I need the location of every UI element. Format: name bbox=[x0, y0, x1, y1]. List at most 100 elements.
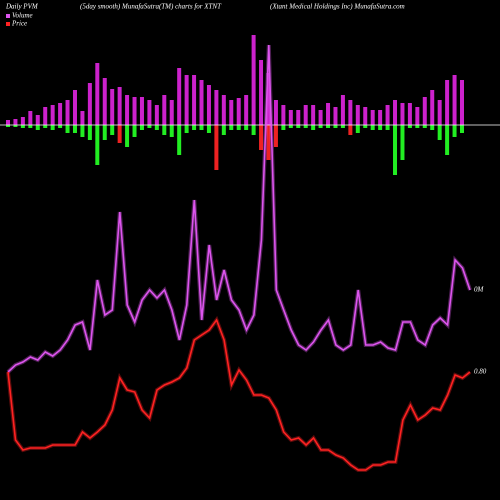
price-bar bbox=[154, 125, 159, 130]
price-bar bbox=[132, 125, 137, 137]
price-bar bbox=[273, 125, 278, 147]
price-bar bbox=[445, 125, 450, 155]
volume-bar bbox=[259, 60, 264, 125]
price-bar bbox=[20, 125, 25, 128]
price-bar bbox=[296, 125, 301, 128]
volume-bar bbox=[430, 90, 435, 125]
price-bar bbox=[102, 125, 107, 140]
price-bar bbox=[169, 125, 174, 137]
price-bar bbox=[80, 125, 85, 137]
volume-bar bbox=[385, 105, 390, 125]
volume-bar bbox=[244, 95, 249, 125]
volume-bar bbox=[6, 120, 10, 125]
price-bar bbox=[221, 125, 226, 135]
price-bar bbox=[236, 125, 241, 130]
price-bar bbox=[199, 125, 204, 130]
price-bar bbox=[437, 125, 442, 140]
price-bar bbox=[139, 125, 144, 130]
volume-bar bbox=[199, 80, 204, 125]
volume-bar bbox=[184, 75, 189, 125]
volume-bar bbox=[400, 103, 405, 125]
price-bar bbox=[6, 125, 10, 127]
volume-bar bbox=[318, 110, 323, 125]
price-bar bbox=[117, 125, 122, 143]
price-bar bbox=[58, 125, 63, 128]
volume-bar bbox=[296, 110, 301, 125]
price-bar bbox=[422, 125, 427, 128]
volume-bar bbox=[311, 105, 316, 125]
legend-swatch bbox=[6, 22, 10, 26]
price-bar bbox=[43, 125, 48, 128]
volume-bar bbox=[177, 68, 182, 125]
price-bar bbox=[35, 125, 40, 130]
volume-bar bbox=[20, 117, 25, 125]
price-bar bbox=[266, 125, 271, 160]
price-bar bbox=[13, 125, 18, 127]
line-glow bbox=[6, 44, 472, 374]
volume-bar bbox=[437, 100, 442, 125]
line bbox=[7, 318, 471, 471]
volume-bar bbox=[110, 89, 115, 125]
volume-bar bbox=[452, 75, 457, 125]
price-bar bbox=[95, 125, 100, 165]
volume-bar bbox=[95, 63, 100, 125]
volume-bar bbox=[147, 100, 152, 125]
price-bar bbox=[177, 125, 182, 155]
line bbox=[7, 44, 471, 373]
volume-bar bbox=[422, 97, 427, 125]
volume-bar bbox=[169, 100, 174, 125]
price-bar bbox=[87, 125, 92, 140]
volume-bar bbox=[460, 80, 464, 125]
volume-bar bbox=[102, 78, 107, 125]
price-bar bbox=[192, 125, 197, 130]
volume-bar bbox=[72, 90, 77, 125]
price-bar bbox=[110, 125, 115, 135]
price-bar bbox=[355, 125, 360, 133]
volume-bar bbox=[214, 90, 219, 125]
price-bar bbox=[214, 125, 219, 170]
price-bar bbox=[385, 125, 390, 130]
price-bar bbox=[407, 125, 412, 128]
volume-bar bbox=[251, 35, 256, 125]
price-bar bbox=[452, 125, 457, 137]
price-bar bbox=[184, 125, 189, 133]
price-bar bbox=[393, 125, 398, 175]
volume-bar bbox=[35, 115, 40, 125]
line-end-label: 0.80 bbox=[474, 368, 487, 376]
volume-bar bbox=[355, 105, 360, 125]
volume-bar bbox=[326, 103, 331, 125]
volume-bar bbox=[378, 110, 383, 125]
volume-bar bbox=[139, 97, 144, 125]
chart-subtitle: (5day smooth) MunafaSutra(TM) charts for… bbox=[80, 3, 222, 11]
price-bar bbox=[281, 125, 286, 130]
line-glow bbox=[6, 315, 472, 472]
volume-bar bbox=[80, 111, 85, 125]
volume-bar bbox=[154, 105, 159, 125]
price-bar bbox=[147, 125, 152, 128]
price-bar bbox=[326, 125, 331, 128]
price-bar bbox=[303, 125, 308, 128]
volume-bar bbox=[206, 85, 211, 125]
volume-bar bbox=[43, 107, 48, 125]
volume-bar bbox=[288, 110, 293, 125]
chart-title: Daily PVM bbox=[5, 3, 39, 11]
price-bar bbox=[162, 125, 167, 135]
line-end-label: 0M bbox=[474, 286, 485, 294]
volume-bar bbox=[58, 103, 63, 125]
volume-bar bbox=[125, 95, 130, 125]
volume-bar bbox=[229, 100, 234, 125]
price-bar bbox=[50, 125, 55, 130]
chart-source: (Xtant Medical Holdings Inc) MunafaSutra… bbox=[270, 3, 405, 11]
price-bar bbox=[400, 125, 405, 160]
price-bar bbox=[363, 125, 368, 128]
legend-label: Volume bbox=[12, 12, 33, 20]
price-bar bbox=[229, 125, 234, 130]
volume-bar bbox=[221, 95, 226, 125]
volume-bar bbox=[348, 100, 353, 125]
volume-bar bbox=[363, 107, 368, 125]
price-bar bbox=[125, 125, 130, 147]
price-bar bbox=[333, 125, 338, 128]
volume-bar bbox=[236, 98, 241, 125]
price-bar bbox=[311, 125, 316, 130]
